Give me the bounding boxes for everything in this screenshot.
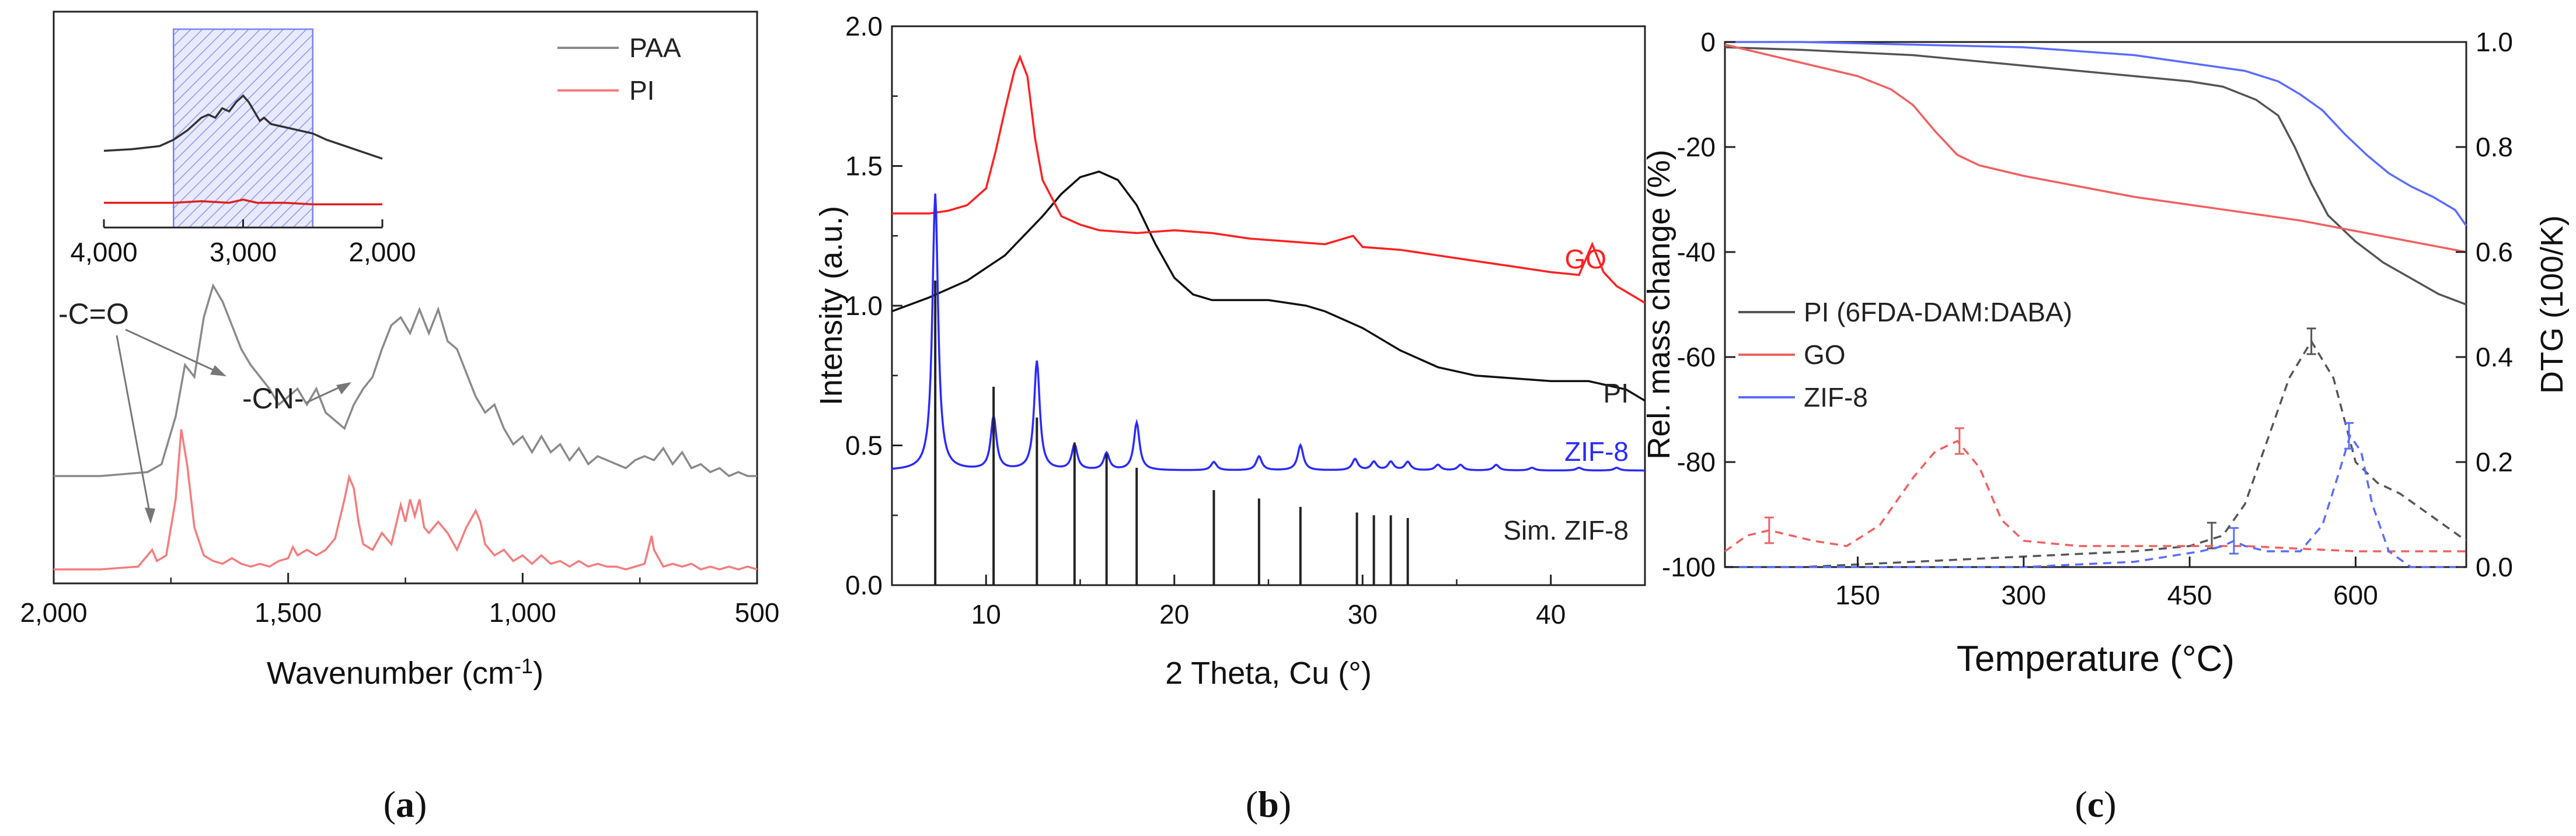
caption-b: (b): [1246, 783, 1291, 825]
series-line-pi: [54, 429, 758, 571]
annotation-c-o-arrow-2: [125, 328, 221, 375]
y-tick-label: 1.0: [845, 291, 883, 321]
inset-line-pi: [104, 198, 382, 206]
y-tick-label: -60: [1677, 342, 1716, 372]
legend-label-go: GO: [1804, 340, 1846, 370]
x-tick-label: 150: [1835, 580, 1880, 610]
series-line-go: [1724, 43, 2467, 253]
x-tick-label: 1,000: [489, 597, 556, 628]
legend-label-pi-6fda: PI (6FDA-DAM:DABA): [1804, 297, 2072, 327]
annotation-cn-arrowhead: [336, 382, 351, 394]
panel-c-right-y-axis-label: DTG (100/K): [2535, 215, 2570, 394]
y-tick-label: 2.0: [845, 11, 883, 41]
annotation-c-o-arrowhead-1: [145, 508, 155, 524]
caption-c: (c): [2075, 783, 2116, 825]
panel-c: 150 300 450 600 0 -20 -40 -60 -80 -100 0.0 0.2 0.4…: [1641, 27, 2570, 679]
series-line-zif8: [891, 193, 1645, 472]
series-line-zif-8-dtg: [1725, 433, 2466, 568]
x-tick-label: 20: [1159, 599, 1189, 629]
x-tick-label: 2,000: [20, 597, 87, 628]
annotation-c-o-arrow-1: [116, 335, 152, 519]
panel-a-legend: PAA PI: [557, 33, 681, 106]
annotation-cn: -CN-: [242, 382, 304, 415]
x-tick-label: 30: [1348, 599, 1378, 629]
y-tick-label: -80: [1677, 447, 1716, 477]
right-y-tick-label: 0.4: [2476, 342, 2513, 372]
series-line-zif-8: [1725, 41, 2467, 227]
series-label-zif8: ZIF-8: [1564, 436, 1629, 467]
y-tick-label: 0.0: [845, 570, 883, 600]
series-line-pi: [891, 170, 1646, 402]
panel-a-annotations: -C=O -CN-: [58, 298, 351, 524]
panel-b: 10 20 30 40 0.0 0.5 1.0 1.5 2.0 2 Theta, Cu (°)…: [814, 11, 1646, 691]
annotation-c-o: -C=O: [58, 298, 129, 330]
panel-a: 4,000 3,000 2,000 2,000 1,500 1,000 500 Waven…: [20, 11, 779, 691]
x-tick-label: 40: [1536, 599, 1566, 629]
inset-x-tick-label: 3,000: [210, 237, 277, 267]
x-tick-label: 450: [2167, 580, 2212, 610]
annotation-c-o-arrowhead-2: [210, 365, 226, 376]
y-tick-label: -40: [1677, 237, 1716, 267]
y-tick-label: -100: [1662, 552, 1716, 582]
panel-c-legend: PI (6FDA-DAM:DABA) GO ZIF-8: [1738, 297, 2072, 412]
legend-label-paa: PAA: [629, 33, 681, 63]
panel-a-x-ticks: 2,000 1,500 1,000 500: [20, 573, 779, 628]
x-tick-label: 500: [735, 597, 780, 628]
right-y-tick-label: 0.6: [2476, 237, 2513, 267]
series-line-pi-6fda-dam-daba-: [1724, 46, 2467, 306]
panel-b-x-ticks: 10 20 30 40: [891, 575, 1646, 629]
panel-c-x-ticks: 150 300 450 600: [1835, 557, 2378, 610]
x-tick-label: 300: [2001, 580, 2046, 610]
inset-x-tick-label: 2,000: [348, 237, 416, 267]
series-label-go: GO: [1564, 244, 1606, 274]
panel-c-plot-area: [1724, 41, 2467, 568]
panel-b-plot-area: [891, 54, 1646, 585]
inset-line-paa: [103, 94, 383, 160]
series-line-go: [892, 54, 1646, 304]
panel-a-x-axis-label: Wavenumber (cm-1): [267, 654, 543, 691]
series-label-sim-zif8: Sim. ZIF-8: [1503, 515, 1629, 545]
panel-a-plot-area: [54, 283, 758, 571]
panel-c-x-axis-label: Temperature (°C): [1957, 639, 2235, 679]
panel-b-y-ticks: 0.0 0.5 1.0 1.5 2.0: [845, 11, 902, 600]
series-line-paa: [54, 283, 757, 478]
series-label-pi: PI: [1604, 378, 1629, 408]
legend-label-pi: PI: [629, 75, 654, 106]
y-tick-label: 1.5: [845, 151, 883, 181]
right-y-tick-label: 0.8: [2476, 132, 2513, 162]
y-tick-label: -20: [1677, 132, 1716, 162]
x-tick-label: 10: [971, 599, 1001, 629]
panel-c-y-ticks: 0 -20 -40 -60 -80 -100: [1662, 27, 1735, 582]
y-tick-label: 0.5: [845, 431, 883, 461]
right-y-tick-label: 0.0: [2476, 552, 2513, 582]
panel-c-y-axis-label: Rel. mass change (%): [1641, 149, 1676, 459]
panel-b-x-axis-label: 2 Theta, Cu (°): [1165, 656, 1372, 691]
series-line-go-dtg: [1724, 439, 2466, 552]
inset-x-tick-label: 4,000: [70, 237, 137, 267]
x-tick-label: 1,500: [255, 597, 322, 628]
panel-a-inset: 4,000 3,000 2,000: [70, 28, 416, 267]
y-tick-label: 0: [1700, 27, 1716, 57]
caption-a: (a): [384, 783, 427, 825]
legend-label-zif8: ZIF-8: [1804, 382, 1868, 412]
right-y-tick-label: 1.0: [2476, 27, 2513, 57]
series-line-pi-dtg: [1725, 339, 2467, 568]
right-y-tick-label: 0.2: [2476, 447, 2513, 477]
panel-b-y-axis-label: Intensity (a.u.): [814, 206, 849, 405]
x-tick-label: 600: [2333, 580, 2378, 610]
panel-c-right-y-ticks: 0.0 0.2 0.4 0.6 0.8 1.0: [2456, 27, 2513, 582]
